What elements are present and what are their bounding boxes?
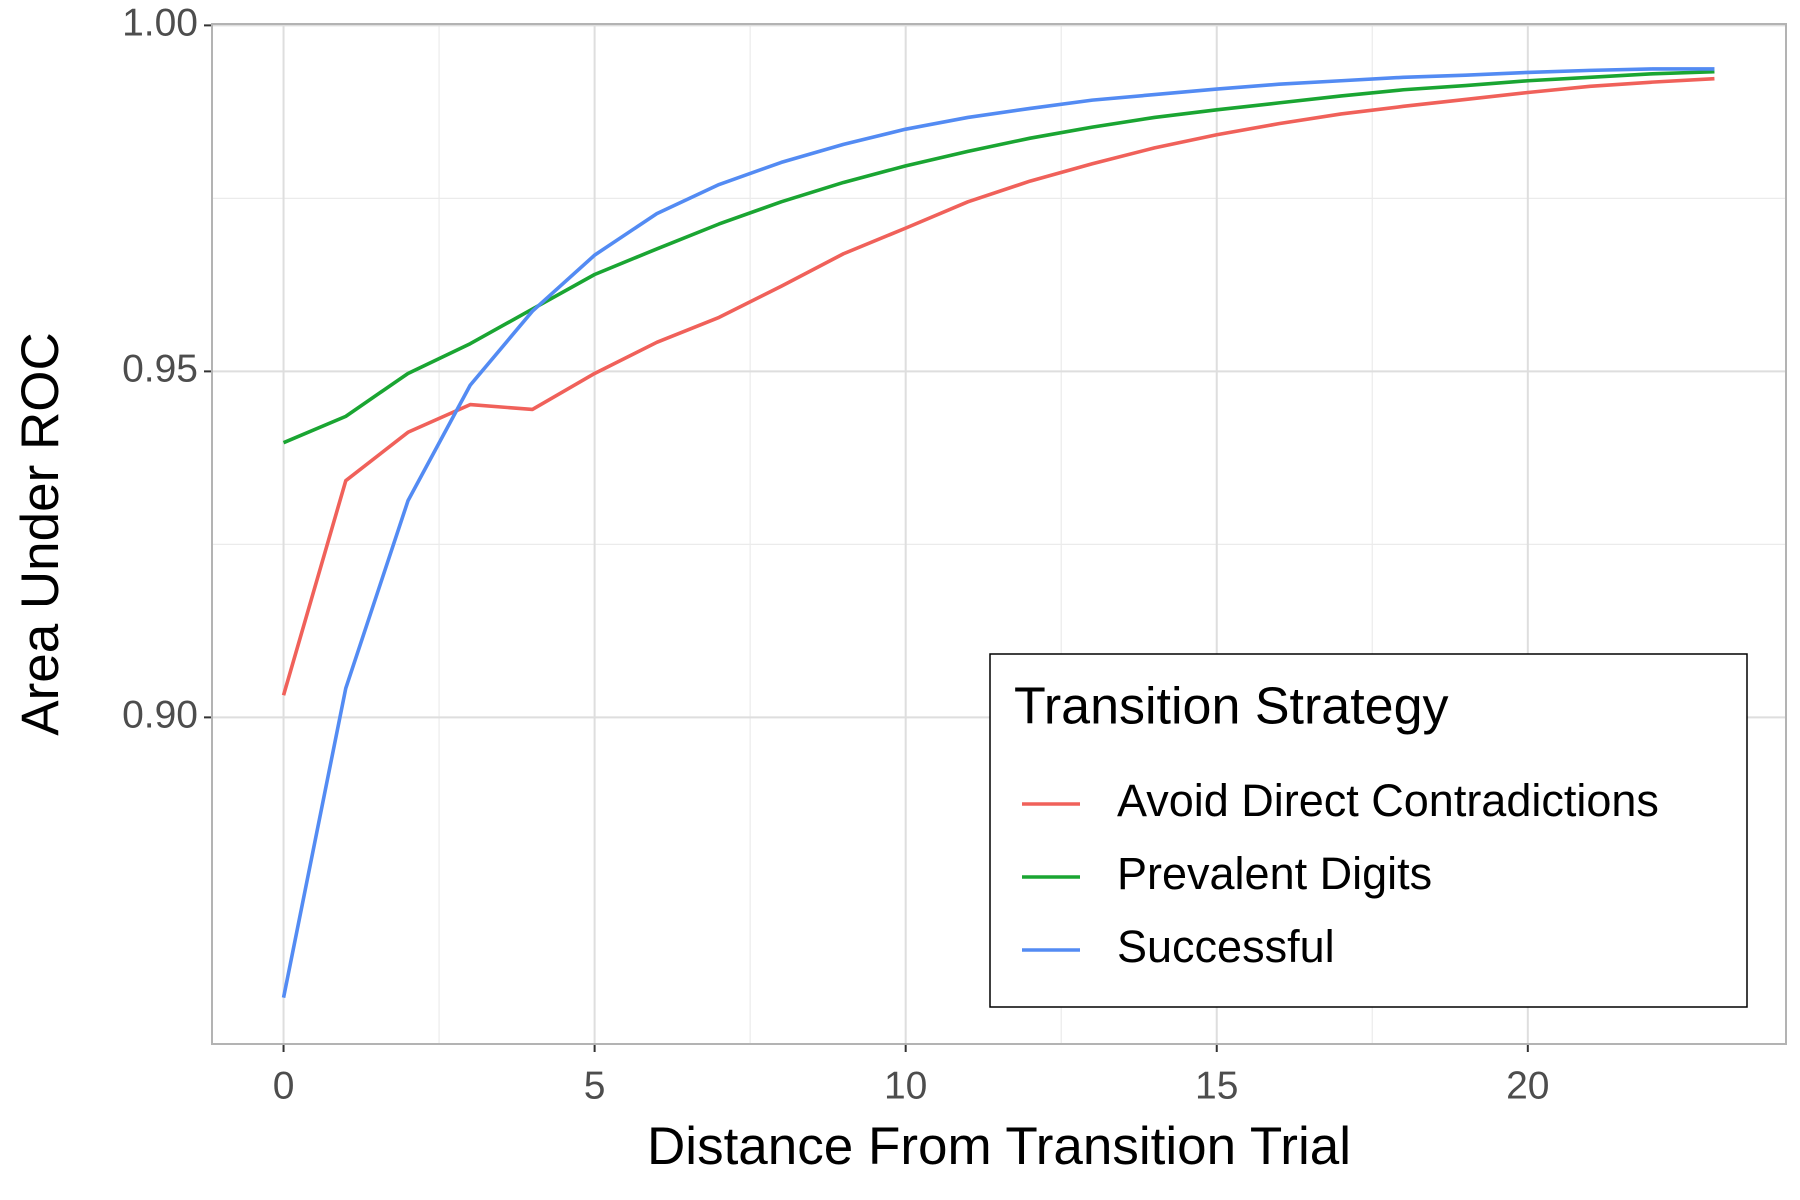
- legend-box: [989, 653, 1748, 1008]
- y-axis-title: Area Under ROC: [11, 332, 70, 736]
- y-tick-label: 1.00: [122, 2, 198, 45]
- x-tick-label: 0: [273, 1064, 295, 1107]
- x-tick-label: 20: [1506, 1064, 1549, 1107]
- y-tick-label: 0.95: [122, 348, 198, 391]
- x-tick-label: 15: [1195, 1064, 1238, 1107]
- legend-label: Avoid Direct Contradictions: [1117, 775, 1659, 826]
- legend-title: Transition Strategy: [1014, 678, 1448, 736]
- line-series: [281, 67, 1715, 998]
- x-axis-title: Distance From Transition Trial: [647, 1117, 1351, 1176]
- panel-border: [211, 23, 1787, 1045]
- line-series: [281, 76, 1715, 696]
- x-tick-label: 5: [584, 1064, 606, 1107]
- y-tick-label: 0.90: [122, 694, 198, 737]
- legend-label: Prevalent Digits: [1117, 848, 1432, 899]
- line-series: [282, 69, 1715, 445]
- x-tick-label: 10: [884, 1064, 927, 1107]
- legend-label: Successful: [1117, 921, 1335, 972]
